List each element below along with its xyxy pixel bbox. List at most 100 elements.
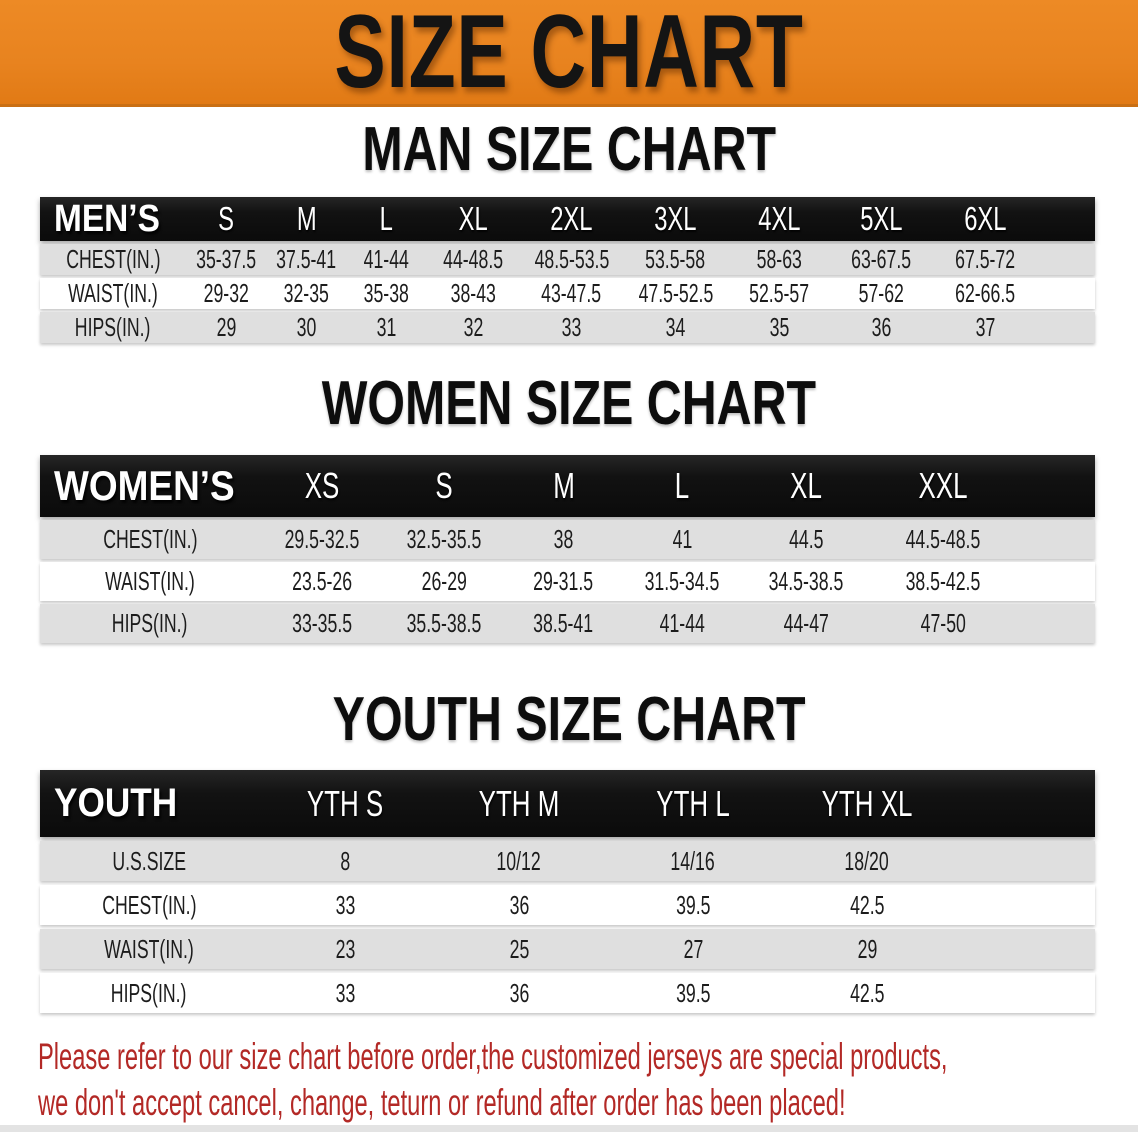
measurement-label: CHEST(IN.) <box>65 244 161 274</box>
size-value: 57-62 <box>858 278 904 308</box>
size-value-cell: 67.5-72 <box>932 244 1038 275</box>
size-column-label: S <box>435 465 453 506</box>
size-column-label: M <box>296 200 317 237</box>
size-value-cell: 31 <box>346 312 427 343</box>
womens-row-hips-in: HIPS(IN.) 33-35.5 35.5-38.5 38.5-41 41-44 44-… <box>40 604 1095 643</box>
size-value: 33 <box>335 977 355 1008</box>
youth-table-header-row: YOUTH YTH S YTH M YTH L YTH XL <box>40 770 1095 837</box>
spacer-cell <box>954 885 1095 925</box>
women-size-chart-heading-text: WOMEN SIZE CHART <box>321 369 817 438</box>
size-value: 52.5-57 <box>749 278 809 308</box>
size-value: 29 <box>216 312 237 342</box>
size-value-cell: 27 <box>606 929 780 969</box>
size-value-cell: 33-35.5 <box>260 604 384 643</box>
size-value: 36 <box>509 889 529 920</box>
size-value: 42.5 <box>849 889 885 920</box>
size-value-cell: 39.5 <box>606 885 780 925</box>
size-value-cell: 29-31.5 <box>504 562 623 601</box>
size-value-cell: 38 <box>504 520 623 559</box>
size-column-header: XXL <box>871 455 1015 517</box>
size-column-header: L <box>346 197 427 241</box>
size-value: 25 <box>509 933 529 964</box>
size-value: 30 <box>296 312 317 342</box>
measurement-label-cell: HIPS(IN.) <box>40 604 260 643</box>
size-value: 47-50 <box>920 608 966 638</box>
size-value-cell: 35.5-38.5 <box>384 604 504 643</box>
size-value: 44-48.5 <box>443 244 504 274</box>
measurement-label: HIPS(IN.) <box>111 977 187 1008</box>
size-value-cell: 35-37.5 <box>186 244 267 275</box>
size-value: 47.5-52.5 <box>638 278 713 308</box>
womens-row-waist-in: WAIST(IN.) 23.5-26 26-29 29-31.5 31.5-34.5 34… <box>40 562 1095 601</box>
spacer-cell <box>1038 278 1095 309</box>
size-value-cell: 38.5-41 <box>504 604 623 643</box>
size-value-cell: 33 <box>258 973 432 1013</box>
size-value-cell: 32.5-35.5 <box>384 520 504 559</box>
mens-corner-cell: MEN’S <box>40 197 186 241</box>
size-value-cell: 38.5-42.5 <box>871 562 1015 601</box>
size-value-cell: 25 <box>432 929 606 969</box>
womens-row-chest-in: CHEST(IN.) 29.5-32.5 32.5-35.5 38 41 44.5 44.5… <box>40 520 1095 559</box>
size-value: 29 <box>857 933 877 964</box>
size-value: 31.5-34.5 <box>644 566 720 596</box>
size-column-label: XS <box>304 465 340 506</box>
size-value: 36 <box>871 312 891 342</box>
youth-corner-cell: YOUTH <box>40 770 258 837</box>
size-value-cell: 44.5-48.5 <box>871 520 1015 559</box>
size-value: 62-66.5 <box>955 278 1015 308</box>
size-value-cell: 44.5 <box>741 520 871 559</box>
page-title: SIZE CHART <box>334 0 804 110</box>
mens-row-hips-in: HIPS(IN.) 29 30 31 32 33 34 35 36 37 <box>40 312 1095 343</box>
size-value-cell: 36 <box>830 312 932 343</box>
womens-corner-label: WOMEN’S <box>54 462 235 509</box>
youth-row-u-s-size: U.S.SIZE 8 10/12 14/16 18/20 <box>40 841 1095 881</box>
size-column-header: YTH L <box>606 770 780 837</box>
size-value: 26-29 <box>421 566 467 596</box>
womens-table-header-row: WOMEN’S XS S M L XL XXL <box>40 455 1095 517</box>
size-column-header: 4XL <box>728 197 830 241</box>
spacer-cell <box>1015 562 1095 601</box>
size-value: 35-37.5 <box>196 244 257 274</box>
size-column-header: S <box>384 455 504 517</box>
size-value: 41-44 <box>659 608 705 638</box>
measurement-label-cell: HIPS(IN.) <box>40 973 258 1013</box>
size-column-label: 3XL <box>654 200 697 237</box>
measurement-label-cell: U.S.SIZE <box>40 841 258 881</box>
size-value: 39.5 <box>675 889 711 920</box>
size-value: 44.5 <box>788 524 824 554</box>
womens-corner-cell: WOMEN’S <box>40 455 260 517</box>
size-column-header: YTH M <box>432 770 606 837</box>
size-column-label: 6XL <box>963 200 1007 237</box>
size-value: 18/20 <box>844 845 890 876</box>
man-size-chart-heading-text: MAN SIZE CHART <box>362 115 776 184</box>
size-value-cell: 41-44 <box>623 604 741 643</box>
size-value: 29-32 <box>203 278 250 308</box>
measurement-label: CHEST(IN.) <box>101 889 197 920</box>
spacer-cell <box>1038 197 1095 241</box>
size-value-cell: 44-48.5 <box>427 244 520 275</box>
size-value: 33 <box>335 889 355 920</box>
size-value: 48.5-53.5 <box>534 244 609 274</box>
size-value: 53.5-58 <box>645 244 706 274</box>
size-value: 39.5 <box>675 977 711 1008</box>
size-value: 35-38 <box>363 278 410 308</box>
size-value: 43-47.5 <box>541 278 602 308</box>
size-column-label: XL <box>458 200 489 237</box>
mens-size-table: MEN’S S M L XL 2XL 3XL 4XL 5XL 6XL CHEST(IN.) 35-37… <box>40 197 1095 343</box>
spacer-cell <box>1015 455 1095 517</box>
size-column-header: YTH XL <box>780 770 954 837</box>
size-value-cell: 29-32 <box>186 278 267 309</box>
size-value-cell: 34 <box>623 312 728 343</box>
spacer-cell <box>954 973 1095 1013</box>
size-column-header: M <box>504 455 623 517</box>
size-value: 38 <box>553 524 574 554</box>
size-value: 33 <box>561 312 582 342</box>
man-size-chart-heading: MAN SIZE CHART <box>0 118 1138 182</box>
youth-row-waist-in: WAIST(IN.) 23 25 27 29 <box>40 929 1095 969</box>
size-value-cell: 32-35 <box>267 278 346 309</box>
measurement-label: HIPS(IN.) <box>75 312 151 342</box>
measurement-label: U.S.SIZE <box>112 845 186 876</box>
size-value: 36 <box>509 977 529 1008</box>
size-value: 34.5-38.5 <box>768 566 844 596</box>
